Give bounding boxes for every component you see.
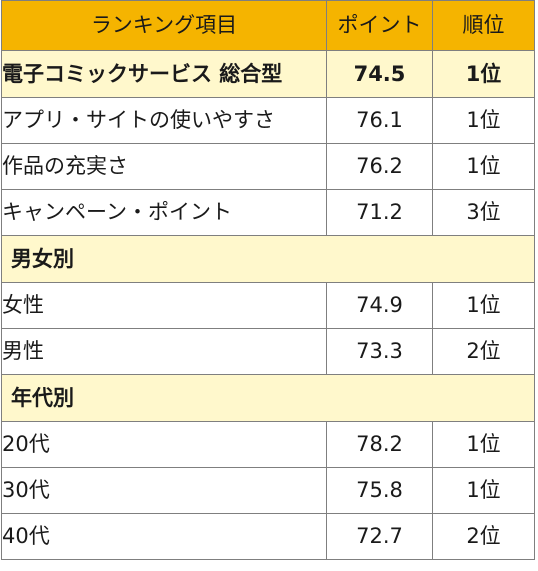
row-item: 20代 [1, 421, 327, 468]
row-rank: 1位 [432, 467, 535, 514]
ranking-table: ランキング項目 ポイント 順位 電子コミックサービス 総合型 74.5 1位 ア… [1, 0, 535, 560]
row-rank: 3位 [432, 189, 535, 236]
row-point: 73.3 [326, 328, 433, 375]
row-point: 74.9 [326, 282, 433, 329]
row-item: 作品の充実さ [1, 143, 327, 190]
row-rank: 1位 [432, 282, 535, 329]
table-header-row: ランキング項目 ポイント 順位 [1, 0, 535, 51]
header-item: ランキング項目 [1, 0, 327, 51]
overall-point: 74.5 [326, 50, 433, 98]
section-label-age: 年代別 [1, 374, 535, 422]
row-item: キャンペーン・ポイント [1, 189, 327, 236]
row-point: 76.2 [326, 143, 433, 190]
row-item: アプリ・サイトの使いやすさ [1, 97, 327, 144]
row-rank: 1位 [432, 421, 535, 468]
row-point: 78.2 [326, 421, 433, 468]
overall-item: 電子コミックサービス 総合型 [1, 50, 327, 98]
section-row-age: 年代別 [1, 374, 535, 422]
table-row: 男性 73.3 2位 [1, 328, 535, 375]
row-point: 72.7 [326, 513, 433, 560]
row-point: 71.2 [326, 189, 433, 236]
row-item: 男性 [1, 328, 327, 375]
table-row: 20代 78.2 1位 [1, 421, 535, 468]
row-item: 30代 [1, 467, 327, 514]
header-point: ポイント [326, 0, 433, 51]
row-item: 40代 [1, 513, 327, 560]
table-row: 40代 72.7 2位 [1, 513, 535, 560]
overall-rank: 1位 [432, 50, 535, 98]
header-rank: 順位 [432, 0, 535, 51]
row-rank: 2位 [432, 513, 535, 560]
table-row: 30代 75.8 1位 [1, 467, 535, 514]
row-rank: 1位 [432, 97, 535, 144]
section-row-gender: 男女別 [1, 235, 535, 283]
overall-row: 電子コミックサービス 総合型 74.5 1位 [1, 50, 535, 98]
section-label-gender: 男女別 [1, 235, 535, 283]
table-row: キャンペーン・ポイント 71.2 3位 [1, 189, 535, 236]
row-item: 女性 [1, 282, 327, 329]
table-row: アプリ・サイトの使いやすさ 76.1 1位 [1, 97, 535, 144]
row-point: 76.1 [326, 97, 433, 144]
row-rank: 1位 [432, 143, 535, 190]
row-point: 75.8 [326, 467, 433, 514]
table-row: 女性 74.9 1位 [1, 282, 535, 329]
table-row: 作品の充実さ 76.2 1位 [1, 143, 535, 190]
row-rank: 2位 [432, 328, 535, 375]
